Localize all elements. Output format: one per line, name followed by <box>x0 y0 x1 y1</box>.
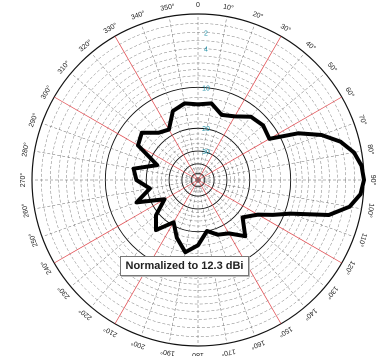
radial-tick-label: 4 <box>204 47 208 54</box>
radiation-pattern-line <box>131 101 366 255</box>
grid-spoke <box>41 122 199 181</box>
radial-tick-label: 30 <box>202 149 210 156</box>
angle-tick-label: 310° <box>56 59 72 75</box>
grid-spoke <box>197 179 355 238</box>
angle-tick-label: 100° <box>365 203 375 219</box>
grid-spoke <box>114 36 199 181</box>
angle-tick-label: 40° <box>304 39 317 52</box>
grid-ring-major <box>168 150 228 210</box>
grid-spoke <box>197 179 305 308</box>
angle-tick-label: 20° <box>252 10 265 21</box>
normalization-label: Normalized to 12.3 dBi <box>120 256 249 276</box>
grid-ring <box>58 40 338 320</box>
grid-spoke <box>197 179 282 324</box>
grid-spoke <box>197 23 256 181</box>
grid-spoke <box>197 36 282 181</box>
grid-spoke <box>54 179 199 264</box>
grid-spoke <box>140 179 199 337</box>
angle-tick-label: 0 <box>196 2 200 9</box>
grid-spoke <box>34 179 199 210</box>
grid-spoke <box>197 179 326 287</box>
angle-tick-label: 130° <box>324 284 340 300</box>
grid-spoke <box>197 179 256 337</box>
angle-tick-label: 220° <box>77 306 93 322</box>
angle-tick-label: 270° <box>19 173 27 188</box>
grid-ring <box>124 106 272 254</box>
angle-tick-label: 140° <box>302 306 318 322</box>
angle-tick-label: 280° <box>20 142 30 158</box>
grid-ring <box>93 75 303 285</box>
angle-tick-label: 70° <box>357 114 368 127</box>
angle-tick-label: 90° <box>369 175 377 186</box>
angle-tick-label: 110° <box>356 232 368 248</box>
angle-tick-label: 330° <box>102 21 119 35</box>
grid-spoke <box>54 96 199 181</box>
grid-spoke <box>197 179 362 210</box>
angle-tick-label: 10° <box>223 3 235 13</box>
grid-spoke <box>168 16 199 181</box>
radial-tick-label: 2 <box>204 30 208 37</box>
angle-tick-label: 160° <box>250 338 267 351</box>
angle-tick-label: 50° <box>326 61 339 74</box>
grid-ring <box>188 170 208 190</box>
grid-ring <box>73 55 323 305</box>
angle-tick-label: 300° <box>39 84 53 101</box>
grid-spoke <box>41 179 199 238</box>
grid-spoke <box>114 179 199 324</box>
radial-tick-label: 10 <box>202 85 210 92</box>
grid-spoke <box>197 122 355 181</box>
angle-tick-label: 80° <box>366 144 376 156</box>
grid-spoke <box>70 179 199 287</box>
radial-tick-label: 20 <box>202 126 210 133</box>
angle-tick-label: 340° <box>130 9 147 22</box>
polar-grid <box>31 13 365 347</box>
angle-tick-label: 250° <box>27 232 40 249</box>
angle-tick-label: 170° <box>220 347 236 356</box>
grid-spoke <box>197 150 362 181</box>
angle-tick-label: 260° <box>20 202 30 218</box>
grid-ring <box>99 81 297 279</box>
angle-tick-label: 180 <box>192 351 204 356</box>
angle-tick-label: 210° <box>102 325 119 339</box>
grid-spoke <box>70 73 199 181</box>
angle-tick-label: 240° <box>39 259 53 276</box>
grid-spoke <box>197 16 228 181</box>
grid-spoke <box>91 179 199 308</box>
grid-spoke <box>197 73 326 181</box>
angle-tick-label: 60° <box>344 86 356 99</box>
grid-spoke <box>197 179 342 264</box>
angle-tick-label: 350° <box>160 2 176 12</box>
angle-tick-label: 320° <box>77 38 93 54</box>
angle-tick-label: 120° <box>343 259 357 276</box>
angle-tick-label: 30° <box>279 22 292 34</box>
angle-tick-label: 290° <box>27 112 40 129</box>
angle-tick-label: 230° <box>56 284 72 300</box>
angle-tick-label: 150° <box>277 325 294 339</box>
grid-spoke <box>140 23 199 181</box>
grid-spoke <box>91 52 199 181</box>
radial-tick-labels: 2 4 10 20 30 <box>202 30 210 156</box>
angle-tick-label: 200° <box>130 338 147 351</box>
grid-spoke <box>34 150 199 181</box>
angle-tick-label: 190° <box>160 347 176 356</box>
